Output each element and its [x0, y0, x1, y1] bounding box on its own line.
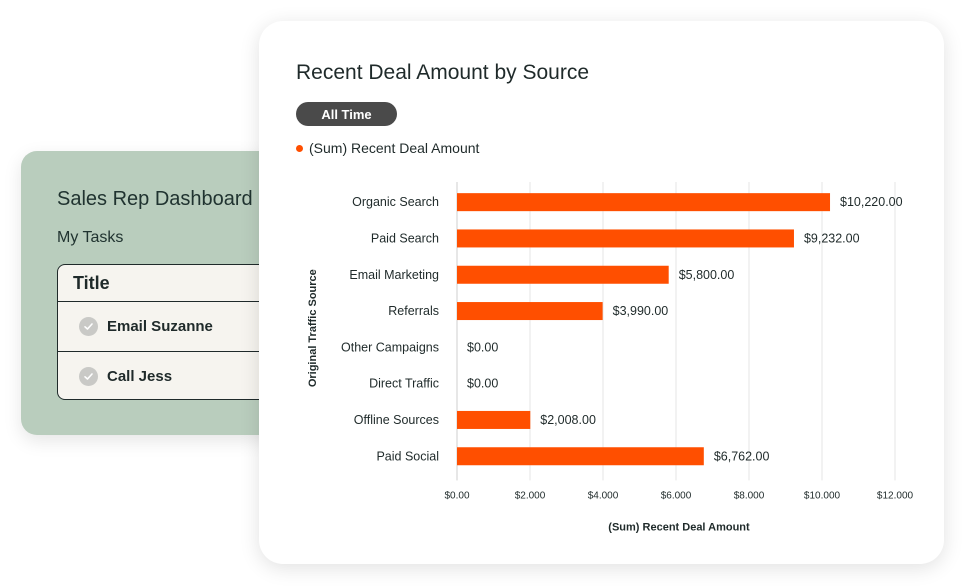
- dashboard-title: Sales Rep Dashboard: [57, 188, 253, 210]
- category-label: Paid Social: [376, 449, 439, 463]
- x-axis-title: (Sum) Recent Deal Amount: [608, 521, 750, 533]
- data-label: $5,800.00: [679, 268, 735, 282]
- date-range-filter-button[interactable]: All Time: [296, 102, 397, 126]
- sales-rep-dashboard-card: Sales Rep Dashboard My Tasks Title Email…: [21, 151, 297, 435]
- task-row[interactable]: Call Jess: [58, 351, 296, 399]
- data-label: $0.00: [467, 340, 498, 354]
- y-axis-title: Original Traffic Source: [307, 269, 319, 387]
- category-label: Referrals: [388, 304, 439, 318]
- x-tick-label: $12.000: [877, 490, 914, 501]
- category-label: Organic Search: [352, 195, 439, 209]
- task-label: Email Suzanne: [107, 318, 213, 335]
- bar: [457, 410, 531, 429]
- bar: [457, 265, 669, 284]
- category-label: Email Marketing: [349, 268, 439, 282]
- category-label: Paid Search: [371, 231, 439, 245]
- x-tick-label: $2.000: [515, 490, 546, 501]
- x-tick-label: $4.000: [588, 490, 619, 501]
- table-header-title: Title: [58, 265, 296, 302]
- bar-chart: $0.00 $2.000 $4.000 $6.000 $8.000 $10.000 $12.…: [307, 182, 914, 533]
- chart-legend: (Sum) Recent Deal Amount: [296, 140, 479, 156]
- legend-swatch: [296, 144, 303, 152]
- data-label: $2,008.00: [540, 413, 596, 427]
- tasks-table: Title Email Suzanne Call Jess: [57, 264, 297, 400]
- category-label: Direct Traffic: [369, 377, 439, 391]
- category-label: Offline Sources: [354, 413, 439, 427]
- category-label: Other Campaigns: [341, 340, 439, 354]
- data-label: $6,762.00: [714, 449, 770, 463]
- x-tick-label: $8.000: [734, 490, 765, 501]
- check-circle-icon[interactable]: [79, 366, 98, 386]
- check-circle-icon[interactable]: [79, 317, 98, 336]
- x-tick-label: $0.00: [444, 490, 469, 501]
- x-tick-label: $10.000: [804, 490, 841, 501]
- bar: [457, 447, 704, 466]
- my-tasks-heading: My Tasks: [57, 229, 124, 246]
- legend-label: (Sum) Recent Deal Amount: [309, 140, 480, 156]
- data-label: $0.00: [467, 377, 498, 391]
- report-title: Recent Deal Amount by Source: [296, 61, 589, 84]
- data-label: $3,990.00: [613, 304, 669, 318]
- bar: [457, 229, 794, 248]
- data-label: $10,220.00: [840, 195, 903, 209]
- report-card: Recent Deal Amount by Source All Time (S…: [259, 21, 944, 564]
- task-label: Call Jess: [107, 367, 173, 385]
- x-tick-label: $6.000: [661, 490, 692, 501]
- task-row[interactable]: Email Suzanne: [58, 302, 296, 351]
- data-label: $9,232.00: [804, 231, 860, 245]
- bar: [457, 302, 603, 321]
- bar: [457, 193, 831, 212]
